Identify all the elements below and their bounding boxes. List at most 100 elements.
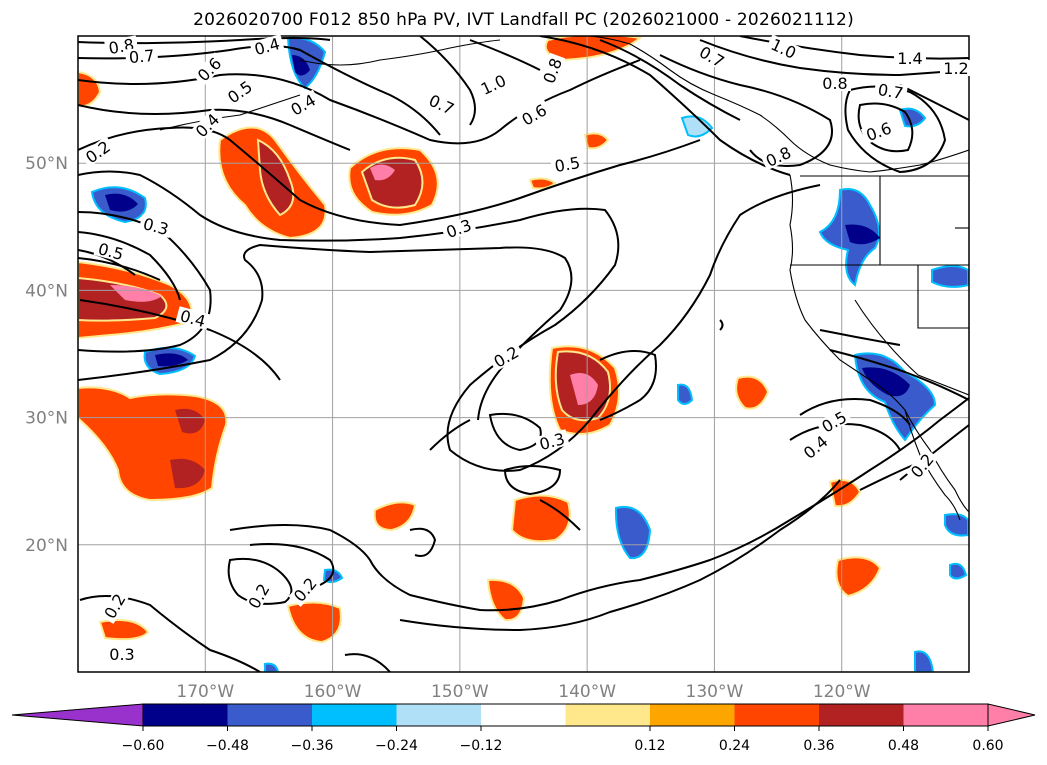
pv-shading-negative bbox=[90, 36, 969, 672]
contour-line bbox=[659, 54, 833, 167]
contour-label-bg bbox=[905, 448, 939, 483]
contour-line bbox=[699, 39, 969, 77]
contour-line bbox=[599, 39, 741, 121]
chart-title: 2026020700 F012 850 hPa PV, IVT Landfall… bbox=[193, 10, 854, 30]
contour-line bbox=[539, 36, 791, 176]
pv-blob bbox=[78, 276, 168, 322]
contour-line bbox=[249, 543, 335, 586]
contour-label-bg bbox=[539, 52, 566, 89]
contour-line bbox=[78, 249, 136, 276]
contour-label-bg bbox=[288, 572, 322, 607]
contour-label-bg bbox=[860, 118, 897, 145]
contour-line bbox=[399, 479, 841, 632]
contour-label-bg bbox=[765, 34, 802, 63]
colorbar-tick-label: 0.36 bbox=[803, 738, 834, 754]
colorbar-tick-label: 0.12 bbox=[634, 738, 665, 754]
pv-blob bbox=[570, 372, 598, 405]
contour-line bbox=[829, 349, 969, 401]
pv-shading-positive bbox=[78, 36, 882, 644]
contour-label-bg bbox=[285, 89, 321, 120]
contour-label: 1.4 bbox=[897, 49, 922, 68]
contour-label-bg bbox=[819, 75, 851, 91]
contour-line bbox=[78, 243, 573, 421]
contour-line bbox=[78, 45, 441, 136]
colorbar-segment bbox=[481, 704, 566, 726]
contour-label-bg bbox=[894, 50, 926, 66]
pv-blob bbox=[949, 562, 968, 580]
baja-peninsula bbox=[904, 409, 961, 521]
contour-label-bg bbox=[125, 46, 159, 66]
contour-label-bg bbox=[873, 80, 908, 102]
contour-line bbox=[78, 126, 701, 227]
colorbar-segment bbox=[143, 704, 228, 726]
contour-label: 0.7 bbox=[128, 46, 155, 67]
lat-tick-label: 30°N bbox=[25, 409, 68, 429]
pv-blob bbox=[155, 353, 188, 367]
contour-label: 0.3 bbox=[109, 645, 134, 664]
pv-blob bbox=[105, 193, 138, 212]
contour-label-bg bbox=[488, 341, 524, 372]
contour-label: 0.7 bbox=[876, 80, 904, 103]
contour-label-bg bbox=[550, 153, 585, 175]
contour-label-bg bbox=[816, 406, 852, 437]
pv-blob bbox=[862, 367, 910, 397]
contour-line bbox=[819, 329, 901, 346]
contour-label-bg bbox=[138, 214, 174, 239]
contour-line bbox=[539, 499, 581, 531]
colorbar-segment bbox=[903, 704, 988, 726]
pv-blob bbox=[835, 556, 882, 598]
contour-line bbox=[503, 465, 562, 496]
contour-label-bg bbox=[80, 135, 116, 168]
contour-label-bg bbox=[440, 215, 477, 242]
colorbar-segment bbox=[312, 704, 397, 726]
contour-line bbox=[599, 350, 657, 421]
colorbar-tick-label: −0.60 bbox=[122, 738, 165, 754]
contour-label-bg bbox=[222, 75, 258, 108]
contour-line bbox=[227, 557, 293, 605]
colorbar-tick-label: −0.24 bbox=[375, 738, 418, 754]
colorbar-tick-label: 0.48 bbox=[888, 738, 919, 754]
pv-blob bbox=[373, 501, 417, 532]
pv-blob bbox=[110, 285, 162, 302]
lon-tick-label: 170°W bbox=[176, 682, 234, 702]
pv-blob bbox=[98, 619, 150, 641]
colorbar-tick-label: −0.48 bbox=[206, 738, 249, 754]
map-frame bbox=[77, 35, 970, 673]
contour-line bbox=[799, 398, 911, 426]
colorbar-extend-under bbox=[11, 703, 144, 727]
lon-tick-label: 150°W bbox=[431, 682, 489, 702]
pv-blob bbox=[914, 650, 935, 672]
pv-blob bbox=[677, 383, 694, 405]
lon-tick-label: 160°W bbox=[304, 682, 362, 702]
contour-line bbox=[78, 257, 161, 281]
pv-blob bbox=[735, 375, 770, 410]
colorbar-segment bbox=[565, 704, 650, 726]
pv-blob bbox=[264, 662, 280, 672]
contour-label: 0.5 bbox=[553, 153, 581, 176]
contour-label-bg bbox=[475, 70, 512, 99]
pv-blob bbox=[931, 265, 969, 288]
contour-label-bg bbox=[940, 60, 972, 76]
contour-label-bg bbox=[516, 99, 552, 130]
alaska-coast bbox=[299, 39, 501, 66]
contour-line bbox=[344, 653, 391, 672]
north-america-coast bbox=[589, 36, 969, 173]
map-area bbox=[78, 36, 969, 672]
colorbar-tick-label: −0.36 bbox=[291, 738, 334, 754]
pv-blob bbox=[360, 156, 424, 209]
contour-label-bg bbox=[243, 578, 274, 614]
colorbar-tick-label: 0.60 bbox=[972, 738, 1003, 754]
contour-line bbox=[409, 527, 437, 557]
contour-label: 0.8 bbox=[822, 74, 847, 93]
contour-line bbox=[719, 319, 724, 331]
lat-tick-label: 50°N bbox=[25, 154, 68, 174]
west-coast bbox=[789, 174, 969, 513]
state-border bbox=[854, 299, 969, 396]
contour-label-bg bbox=[190, 108, 225, 143]
colorbar-tick-label: −0.12 bbox=[460, 738, 503, 754]
pv-blob bbox=[845, 224, 880, 245]
contour-line bbox=[78, 104, 351, 151]
lon-tick-label: 130°W bbox=[686, 682, 744, 702]
lat-tick-label: 20°N bbox=[25, 536, 68, 556]
